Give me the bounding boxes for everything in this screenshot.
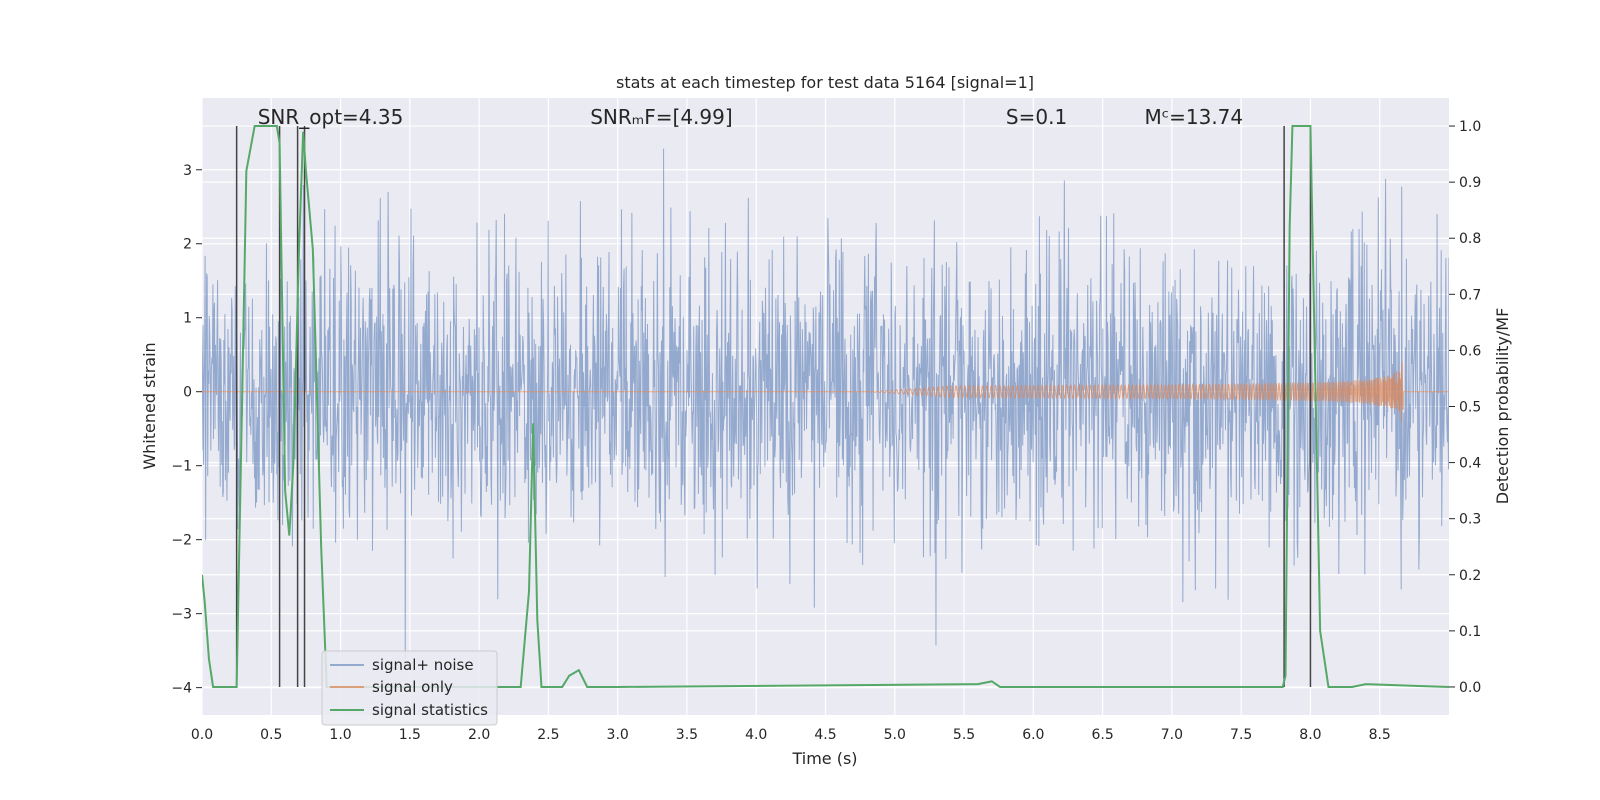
signal-only-line — [202, 361, 1449, 422]
legend-label-noise: signal+ noise — [372, 656, 474, 674]
y-tick-label: −3 — [171, 607, 192, 623]
y-tick-label: −1 — [171, 459, 192, 475]
x-tick-label: 5.0 — [884, 727, 906, 743]
x-axis-title: Time (s) — [791, 749, 857, 768]
x-tick-label: 8.0 — [1299, 727, 1321, 743]
plot-area — [202, 125, 1449, 688]
x-tick-label: 4.0 — [745, 727, 767, 743]
y-tick-label: 3 — [183, 163, 192, 179]
legend-box — [321, 650, 498, 726]
annotations: SNR_opt=4.35 SNRₘF=[4.99] S=0.1 Mᶜ=13.74 — [258, 105, 1243, 129]
y-tick-label: −4 — [171, 681, 192, 697]
y2-tick-label: 0.7 — [1459, 287, 1481, 303]
annotation-label: Mᶜ=13.74 — [1144, 105, 1243, 129]
grid — [201, 98, 1449, 715]
y2-tick-label: 0.3 — [1459, 512, 1481, 528]
detection-markers — [235, 126, 1312, 687]
annotation-label: S=0.1 — [1006, 105, 1067, 129]
chart-title: stats at each timestep for test data 516… — [616, 73, 1034, 92]
y-tick-label: 2 — [183, 237, 192, 253]
y-axis-title: Whitened strain — [140, 342, 159, 469]
x-tick-label: 8.5 — [1369, 727, 1391, 743]
signal-noise-line — [202, 148, 1449, 660]
x-tick-label: 0.5 — [260, 727, 282, 743]
signal-noise-series — [202, 148, 1449, 660]
y2-tick-label: 0.1 — [1459, 624, 1481, 640]
y-tick-label: 1 — [183, 311, 192, 327]
signal-statistics-line — [202, 125, 1449, 688]
y2-tick-label: 0.2 — [1459, 568, 1481, 584]
x-tick-label: 0.0 — [191, 727, 213, 743]
x-tick-label: 7.0 — [1161, 727, 1183, 743]
x-tick-label: 3.0 — [607, 727, 629, 743]
y2-tick-label: 0.9 — [1459, 175, 1481, 191]
y2-tick-label: 1.0 — [1459, 119, 1481, 135]
y2-axis-title: Detection probability/MF — [1493, 308, 1512, 505]
x-tick-label: 2.5 — [537, 727, 559, 743]
y2-tick-label: 0.6 — [1459, 343, 1481, 359]
legend: signal+ noise signal only signal statist… — [321, 650, 498, 726]
y2-tick-label: 0.5 — [1459, 400, 1481, 416]
y2-tick-label: 0.4 — [1459, 456, 1481, 472]
annotation-label: SNRₘF=[4.99] — [590, 105, 732, 129]
y2-tick-label: 0.0 — [1459, 680, 1481, 696]
y-tick-label: −2 — [171, 533, 192, 549]
x-tick-label: 6.5 — [1091, 727, 1113, 743]
x-tick-label: 1.5 — [399, 727, 421, 743]
x-tick-label: 3.5 — [676, 727, 698, 743]
x-tick-label: 4.5 — [814, 727, 836, 743]
y2-tick-label: 0.8 — [1459, 231, 1481, 247]
y-tick-label: 0 — [183, 385, 192, 401]
x-tick-label: 5.5 — [953, 727, 975, 743]
x-tick-label: 2.0 — [468, 727, 490, 743]
x-tick-label: 1.0 — [329, 727, 351, 743]
legend-label-stats: signal statistics — [372, 701, 488, 719]
signal-statistics-series — [202, 125, 1449, 688]
legend-label-signal: signal only — [372, 678, 453, 696]
x-axis-ticks: 0.0 0.5 1.0 1.5 2.0 2.5 3.0 3.5 4.0 4.5 5.0 5.5 6.0 6… — [191, 727, 1391, 743]
x-tick-label: 6.0 — [1022, 727, 1044, 743]
annotation-label: SNR_opt=4.35 — [258, 105, 404, 129]
y-axis-ticks: −4 −3 −2 −1 0 1 2 3 — [171, 163, 202, 697]
x-tick-label: 7.5 — [1230, 727, 1252, 743]
y2-axis-ticks: 0.0 0.1 0.2 0.3 0.4 0.5 0.6 0.7 0.8 0.9 1.0 — [1449, 119, 1481, 696]
signal-only-series — [202, 361, 1449, 422]
